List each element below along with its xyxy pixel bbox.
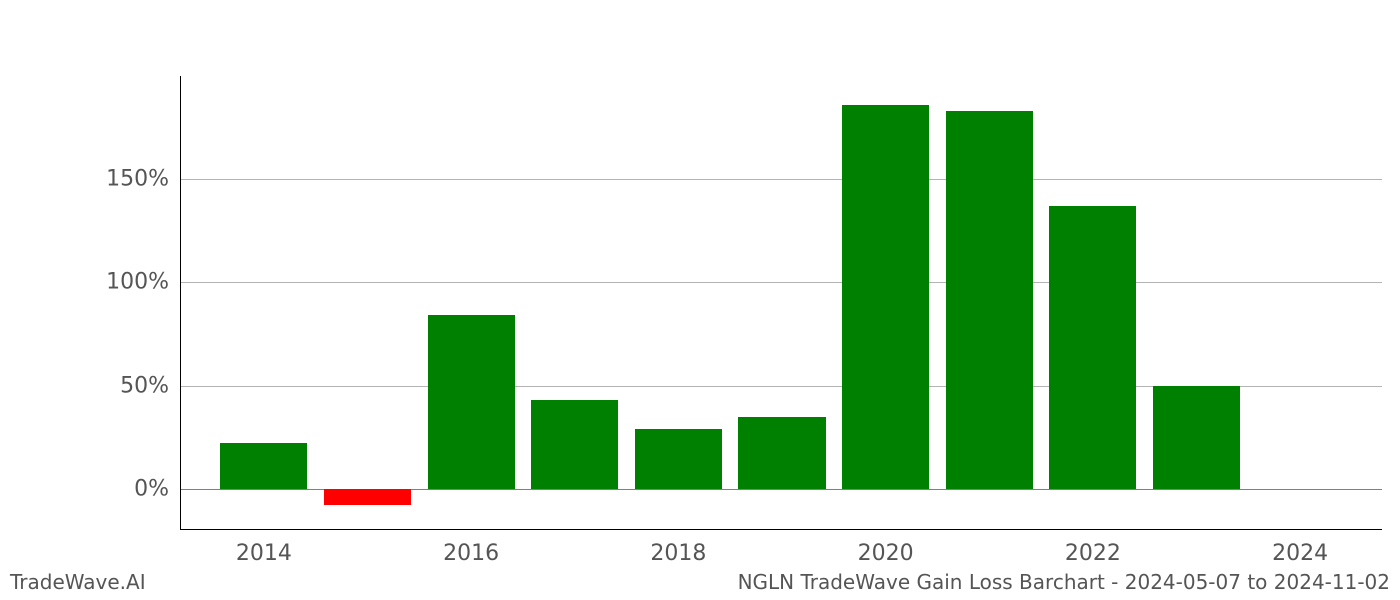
y-tick-label: 100%: [106, 270, 181, 295]
bar: [531, 400, 618, 489]
footer-caption-text: NGLN TradeWave Gain Loss Barchart - 2024…: [738, 570, 1390, 594]
footer-branding-text: TradeWave.AI: [10, 570, 146, 594]
bar: [324, 489, 411, 506]
y-tick-label: 150%: [106, 167, 181, 192]
bar: [1049, 206, 1136, 489]
x-tick-label: 2020: [858, 529, 914, 566]
bar: [842, 105, 929, 489]
footer-caption: NGLN TradeWave Gain Loss Barchart - 2024…: [738, 570, 1390, 594]
y-gridline: [181, 282, 1382, 283]
x-tick-label: 2018: [650, 529, 706, 566]
bar: [220, 443, 307, 488]
y-tick-label: 50%: [120, 373, 181, 398]
x-tick-label: 2024: [1272, 529, 1328, 566]
x-tick-label: 2014: [236, 529, 292, 566]
bar: [635, 429, 722, 489]
y-tick-label: 0%: [134, 476, 181, 501]
footer-branding: TradeWave.AI: [10, 570, 146, 594]
bar: [738, 417, 825, 489]
x-tick-label: 2022: [1065, 529, 1121, 566]
bar: [428, 315, 515, 488]
bar: [1153, 386, 1240, 489]
x-tick-label: 2016: [443, 529, 499, 566]
bar: [946, 111, 1033, 489]
chart-plot-area: 0%50%100%150%201420162018202020222024: [180, 76, 1382, 530]
y-gridline: [181, 179, 1382, 180]
